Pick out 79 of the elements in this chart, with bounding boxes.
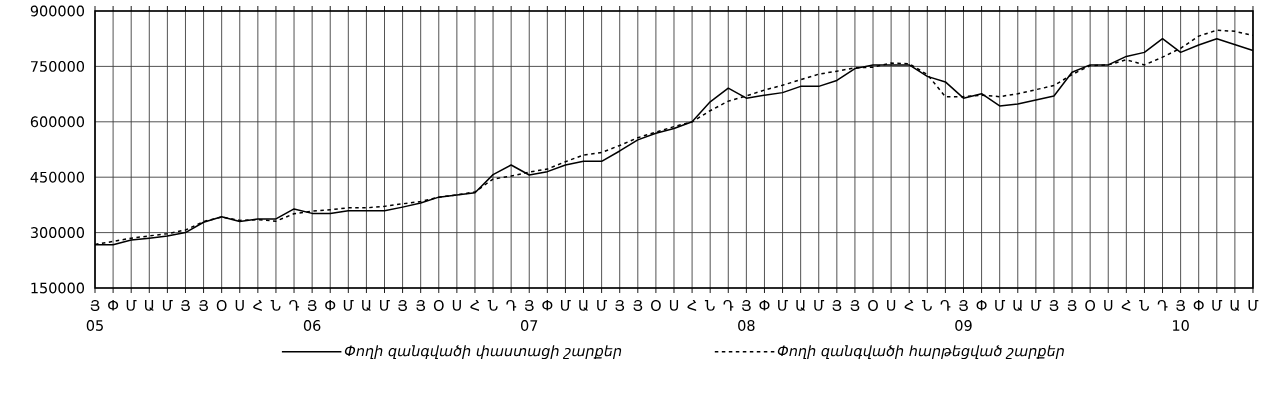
x-tick-label: Օ — [651, 300, 661, 311]
x-tick-label: Ա — [1230, 300, 1240, 311]
x-tick-label: Ն — [704, 300, 715, 311]
x-tick-label: Ն — [922, 300, 932, 311]
y-tick-label: 900000 — [30, 5, 85, 17]
x-tick-label: Յ — [832, 300, 842, 311]
x-tick-label: Օ — [433, 300, 444, 311]
x-tick-label: Մ — [560, 300, 571, 311]
x-tick-label: Ս — [235, 300, 244, 311]
x-tick-label: Յ — [181, 300, 190, 311]
x-tick-label: Յ — [307, 300, 317, 311]
x-tick-label: Մ — [1248, 300, 1259, 311]
y-tick-label: 750000 — [31, 60, 85, 72]
x-tick-label: Փ — [325, 300, 336, 311]
x-tick-label: Դ — [723, 300, 734, 311]
x-tick-label: Յ — [525, 300, 534, 311]
x-tick-label: Փ — [759, 300, 770, 311]
x-tick-label: Ս — [452, 300, 461, 311]
x-tick-label: Հ — [470, 300, 480, 311]
x-tick-label: Ս — [887, 300, 896, 311]
x-tick-label: Դ — [506, 300, 517, 311]
x-tick-label: Փ — [1193, 300, 1204, 311]
x-tick-label: Ա — [145, 300, 154, 311]
x-tick-label: Ա — [579, 300, 588, 311]
x-tick-label: Մ — [995, 300, 1006, 311]
legend-label: Փողի զանգվածի հարթեցված շարքեր — [777, 345, 1064, 360]
x-tick-label: Ս — [669, 300, 679, 311]
x-tick-label: Փ — [108, 300, 119, 311]
x-tick-label: Մ — [1212, 300, 1223, 311]
x-tick-label: Ս — [1104, 300, 1113, 311]
x-tick-label: Մ — [778, 300, 788, 311]
legend-label: Փողի զանգվածի փաստացի շարքեր — [344, 345, 622, 360]
x-tick-label: Յ — [199, 300, 208, 311]
text: 06 — [303, 320, 321, 331]
x-tick-label: Յ — [398, 300, 407, 311]
text: 10 — [1173, 320, 1189, 331]
x-tick-label: Ա — [362, 300, 371, 311]
x-tick-label: Հ — [253, 300, 262, 311]
text: 09 — [955, 320, 972, 331]
x-tick-label: Դ — [1157, 300, 1168, 311]
x-tick-label: Մ — [380, 300, 390, 311]
y-tick-label: 600000 — [30, 116, 85, 128]
x-tick-label: Հ — [904, 300, 914, 311]
x-tick-label: Յ — [1067, 300, 1077, 311]
x-tick-label: Յ — [416, 300, 426, 311]
x-tick-label: Յ — [615, 300, 625, 311]
text: 07 — [521, 320, 538, 331]
x-tick-label: Ն — [1139, 300, 1149, 311]
x-tick-label: Դ — [289, 300, 300, 311]
x-tick-label: Մ — [597, 300, 607, 311]
x-tick-label: Մ — [126, 300, 137, 311]
x-tick-label: Յ — [90, 300, 100, 311]
x-tick-label: Մ — [162, 300, 173, 311]
x-tick-label: Մ — [343, 300, 354, 311]
x-tick-label: Ն — [487, 300, 498, 311]
x-tick-label: Հ — [687, 300, 697, 311]
x-tick-label: Օ — [868, 300, 878, 311]
x-tick-label: Յ — [633, 300, 643, 311]
x-tick-label: Փ — [976, 300, 987, 311]
y-tick-label: 150000 — [31, 282, 85, 294]
text: 05 — [86, 320, 103, 331]
x-tick-label: Յ — [850, 300, 860, 311]
x-tick-label: Յ — [1176, 300, 1186, 311]
x-tick-label: Մ — [1031, 300, 1042, 311]
x-tick-label: Դ — [940, 300, 951, 311]
y-tick-label: 450000 — [30, 171, 85, 183]
x-tick-label: Ա — [796, 300, 805, 311]
x-tick-label: Մ — [814, 300, 825, 311]
x-tick-label: Յ — [742, 300, 751, 311]
x-tick-label: Օ — [216, 300, 227, 311]
x-tick-label: Ա — [1013, 300, 1023, 311]
x-tick-label: Ն — [270, 300, 281, 311]
y-tick-label: 300000 — [30, 227, 85, 239]
x-tick-label: Հ — [1121, 300, 1131, 311]
x-tick-label: Յ — [959, 300, 968, 311]
x-tick-label: Փ — [542, 300, 553, 311]
x-tick-label: Յ — [1049, 300, 1059, 311]
x-tick-label: Օ — [1085, 300, 1096, 311]
text: 08 — [738, 320, 755, 331]
